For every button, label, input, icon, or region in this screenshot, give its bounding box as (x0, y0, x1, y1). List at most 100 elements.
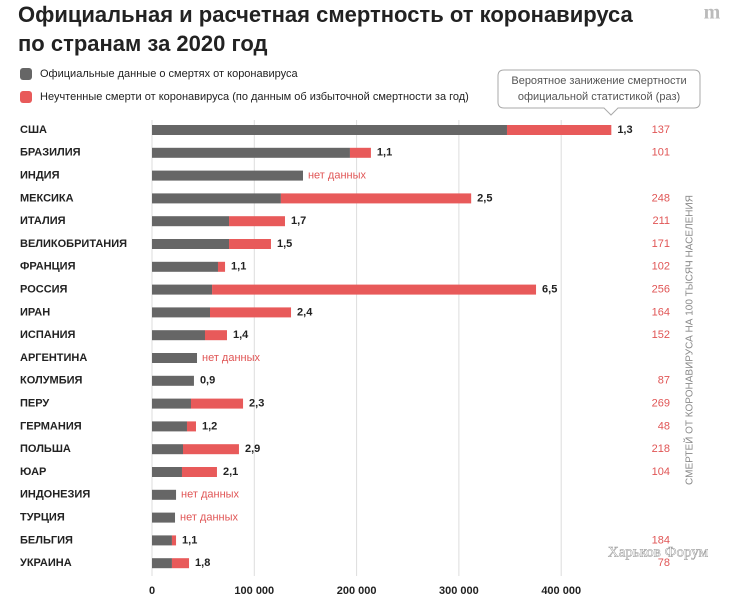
bar-segment (186, 421, 196, 432)
category-label: ИСПАНИЯ (20, 329, 76, 341)
category-label: ВЕЛИКОБРИТАНИЯ (20, 238, 127, 250)
bar-segment (152, 467, 182, 477)
ratio-label: 1,4 (233, 329, 249, 341)
bar-segment (152, 421, 187, 432)
bar-segment (152, 147, 350, 158)
callout-text: официальной статистикой (раз) (518, 91, 680, 103)
bar-segment (152, 193, 281, 204)
bar-segment (349, 147, 371, 158)
x-tick-label: 300 000 (439, 585, 479, 597)
bar-segment (152, 330, 205, 341)
per100k-value: 137 (652, 124, 670, 136)
chart-title: Официальная и расчетная смертность от ко… (18, 2, 634, 27)
category-label: УКРАИНА (20, 557, 72, 569)
category-label: БЕЛЬГИЯ (20, 534, 73, 546)
bar-segment (152, 125, 507, 135)
bar-segment (152, 284, 213, 295)
ratio-label: 1,7 (291, 215, 306, 227)
bar-segment (152, 170, 303, 181)
category-label: РОССИЯ (20, 284, 68, 296)
per100k-value: 48 (658, 420, 670, 432)
ratio-label: 1,5 (277, 238, 292, 250)
ratio-label: 0,9 (200, 375, 215, 387)
callout-box (497, 69, 701, 116)
category-label: ИТАЛИЯ (20, 215, 66, 227)
ratio-label: 2,3 (249, 398, 264, 410)
ratio-label: 2,9 (245, 443, 260, 455)
no-data-label: нет данных (181, 489, 240, 501)
ratio-label: 2,1 (223, 466, 238, 478)
bar-segment (152, 375, 194, 386)
bar-segment (152, 444, 183, 455)
bar-segment (152, 489, 177, 500)
per100k-value: 256 (652, 284, 670, 296)
bar-segment (152, 239, 230, 249)
bar-segment (190, 398, 244, 409)
x-tick-label: 0 (149, 585, 155, 597)
ratio-label: 1,1 (182, 534, 197, 546)
x-tick-label: 200 000 (337, 585, 377, 597)
category-label: БРАЗИЛИЯ (20, 147, 81, 159)
bar-segment (204, 330, 227, 341)
bar-segment (152, 398, 191, 409)
per100k-value: 102 (652, 261, 670, 273)
bar-segment (181, 467, 217, 477)
per100k-value: 218 (652, 443, 670, 455)
category-label: ИНДОНЕЗИЯ (20, 489, 90, 501)
per100k-value: 184 (652, 534, 670, 546)
chart-title: по странам за 2020 год (18, 31, 268, 56)
bar-segment (152, 353, 198, 363)
ratio-label: 1,1 (231, 261, 246, 273)
legend-swatch (20, 68, 32, 80)
logo: m (704, 2, 721, 24)
category-label: ИНДИЯ (20, 170, 60, 182)
callout-text: Вероятное занижение смертности (511, 75, 686, 87)
legend-label: Неучтенные смерти от коронавируса (по да… (40, 91, 469, 103)
per100k-value: 164 (652, 306, 670, 318)
category-label: ТУРЦИЯ (20, 512, 65, 524)
ratio-label: 2,5 (477, 192, 492, 204)
bar-segment (152, 216, 230, 227)
category-label: ГЕРМАНИЯ (20, 420, 82, 432)
ratio-label: 1,1 (377, 147, 392, 159)
bar-segment (229, 216, 285, 227)
ratio-label: 2,4 (297, 306, 313, 318)
bar-segment (212, 284, 537, 295)
side-label: СМЕРТЕЙ ОТ КОРОНАВИРУСА НА 100 ТЫСЯЧ НАС… (683, 195, 696, 485)
no-data-label: нет данных (202, 352, 261, 364)
bar-segment (171, 535, 177, 546)
no-data-label: нет данных (308, 170, 367, 182)
bar-segment (152, 512, 176, 523)
x-tick-label: 400 000 (541, 585, 581, 597)
category-label: ФРАНЦИЯ (20, 261, 76, 273)
bar-segment (171, 558, 190, 569)
category-label: ПЕРУ (20, 398, 49, 410)
ratio-label: 1,8 (195, 557, 210, 569)
category-label: МЕКСИКА (20, 192, 74, 204)
per100k-value: 152 (652, 329, 670, 341)
bar-segment (152, 558, 172, 569)
per100k-value: 104 (652, 466, 670, 478)
category-label: АРГЕНТИНА (20, 352, 87, 364)
watermark: Харьков Форум (608, 544, 709, 560)
category-label: ИРАН (20, 306, 50, 318)
no-data-label: нет данных (180, 512, 239, 524)
ratio-label: 1,2 (202, 420, 217, 432)
category-label: КОЛУМБИЯ (20, 375, 83, 387)
per100k-value: 171 (652, 238, 670, 250)
legend-label: Официальные данные о смертях от коронави… (40, 68, 298, 80)
bar-segment (217, 261, 226, 272)
per100k-value: 78 (658, 557, 670, 569)
x-tick-label: 100 000 (234, 585, 274, 597)
category-label: ПОЛЬША (20, 443, 71, 455)
bar-segment (152, 307, 211, 318)
category-label: ЮАР (20, 466, 46, 478)
legend-swatch (20, 91, 32, 103)
per100k-value: 101 (652, 147, 670, 159)
bar-segment (152, 535, 172, 546)
bar-segment (182, 444, 239, 455)
ratio-label: 1,3 (617, 124, 632, 136)
per100k-value: 248 (652, 192, 670, 204)
ratio-label: 6,5 (542, 284, 557, 296)
